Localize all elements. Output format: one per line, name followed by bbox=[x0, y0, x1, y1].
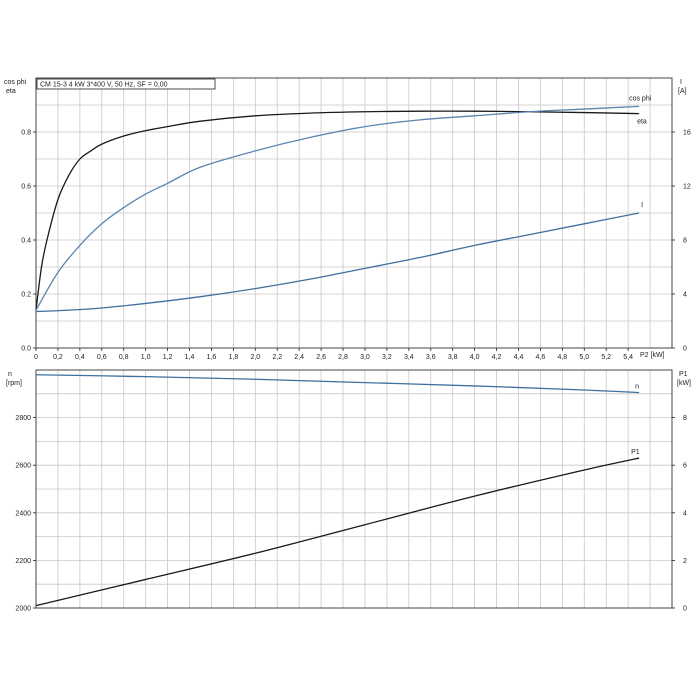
chart1-xlabel: P2 [kW] bbox=[640, 352, 665, 359]
series-label-eta: eta bbox=[637, 119, 647, 126]
x-tick-label: 4,2 bbox=[492, 354, 502, 361]
y-tick-label-right: 12 bbox=[683, 184, 691, 191]
x-tick-label: 1,4 bbox=[185, 354, 195, 361]
x-tick-label: 4,4 bbox=[514, 354, 524, 361]
x-tick-label: 2,8 bbox=[338, 354, 348, 361]
motor-info-box: CM 15-3 4 kW 3*400 V, 50 Hz, SF = 0,00 bbox=[36, 78, 216, 90]
chart2-grid bbox=[36, 370, 672, 608]
chart2-y-ticks-right: 0 2 4 6 8 bbox=[672, 415, 687, 613]
series-label-i: I bbox=[641, 202, 643, 209]
x-tick-label: 1,2 bbox=[163, 354, 173, 361]
y-tick-label-right: 16 bbox=[683, 130, 691, 137]
y-tick-label-left: 0.6 bbox=[21, 184, 31, 191]
x-tick-label: 0 bbox=[34, 354, 38, 361]
chart2-ylabel-right-line2: [kW] bbox=[677, 380, 691, 387]
y-tick-label-right: 4 bbox=[683, 510, 687, 517]
x-tick-label: 3,4 bbox=[404, 354, 414, 361]
chart2-ylabel-left-line2: [rpm] bbox=[6, 380, 22, 387]
chart2-frame bbox=[35, 369, 673, 609]
x-tick-label: 1,8 bbox=[229, 354, 239, 361]
series-line-eta bbox=[35, 110, 640, 311]
y-tick-label-left: 2400 bbox=[15, 510, 31, 517]
chart2-ylabel-right-line1: P1 bbox=[679, 371, 688, 378]
chart1-frame bbox=[35, 77, 673, 349]
series-line-n bbox=[35, 374, 640, 394]
series-line-cos-phi bbox=[35, 105, 640, 311]
x-tick-label: 2,2 bbox=[272, 354, 282, 361]
x-tick-label: 1,6 bbox=[207, 354, 217, 361]
series-line-i bbox=[35, 212, 640, 313]
y-tick-label-left: 0.4 bbox=[21, 238, 31, 245]
chart2-ylabel-left-line1: n bbox=[8, 371, 12, 378]
x-tick-label: 4,0 bbox=[470, 354, 480, 361]
chart2-series: n P1 bbox=[35, 374, 640, 607]
chart1-ylabel-left-line1: cos phi bbox=[4, 79, 27, 86]
speed-input-power-chart: 2000 2200 2400 2600 2800 0 2 4 6 8 n P1 n [rpm] P… bbox=[6, 369, 691, 613]
y-tick-label-right: 8 bbox=[683, 238, 687, 245]
y-tick-label-left: 0.8 bbox=[21, 130, 31, 137]
x-tick-label: 5,4 bbox=[623, 354, 633, 361]
x-tick-label: 2,4 bbox=[294, 354, 304, 361]
y-tick-label-left: 0.0 bbox=[21, 346, 31, 353]
y-tick-label-left: 2800 bbox=[15, 415, 31, 422]
y-tick-label-left: 2600 bbox=[15, 463, 31, 470]
series-label-p1: P1 bbox=[631, 449, 640, 456]
motor-info-text: CM 15-3 4 kW 3*400 V, 50 Hz, SF = 0,00 bbox=[40, 82, 168, 89]
x-tick-label: 0,2 bbox=[53, 354, 63, 361]
x-tick-label: 2,6 bbox=[316, 354, 326, 361]
chart1-grid bbox=[36, 78, 672, 348]
x-tick-label: 3,2 bbox=[382, 354, 392, 361]
x-tick-label: 0,8 bbox=[119, 354, 129, 361]
x-tick-label: 0,4 bbox=[75, 354, 85, 361]
x-tick-label: 3,8 bbox=[448, 354, 458, 361]
x-tick-label: 0,6 bbox=[97, 354, 107, 361]
y-tick-label-right: 0 bbox=[683, 346, 687, 353]
chart1-series: eta cos phi I bbox=[35, 95, 652, 313]
x-tick-label: 1,0 bbox=[141, 354, 151, 361]
y-tick-label-right: 6 bbox=[683, 463, 687, 470]
y-tick-label-left: 2200 bbox=[15, 558, 31, 565]
chart1-y-ticks-right: 0 4 8 12 16 bbox=[672, 130, 691, 353]
y-tick-label-right: 4 bbox=[683, 292, 687, 299]
chart1-x-ticks: 0 0,2 0,4 0,6 0,8 1,0 1,2 1,4 1,6 1,8 2,0 2,2 2,4 2,6… bbox=[34, 348, 633, 361]
y-tick-label-right: 2 bbox=[683, 558, 687, 565]
x-tick-label: 3,6 bbox=[426, 354, 436, 361]
x-tick-label: 2,0 bbox=[250, 354, 260, 361]
x-tick-label: 5,0 bbox=[579, 354, 589, 361]
chart1-ylabel-right-line1: I bbox=[680, 79, 682, 86]
chart2-y-ticks-left: 2000 2200 2400 2600 2800 bbox=[15, 415, 36, 613]
chart1-y-ticks-left: 0.0 0.2 0.4 0.6 0.8 bbox=[21, 130, 36, 353]
chart1-ylabel-right-line2: [A] bbox=[678, 88, 687, 95]
x-tick-label: 5,2 bbox=[601, 354, 611, 361]
series-label-cos-phi: cos phi bbox=[629, 95, 652, 102]
y-tick-label-right: 0 bbox=[683, 606, 687, 613]
power-factor-efficiency-current-chart: 0 0,2 0,4 0,6 0,8 1,0 1,2 1,4 1,6 1,8 2,0 2,2 2,4 2,6… bbox=[4, 77, 691, 361]
y-tick-label-right: 8 bbox=[683, 415, 687, 422]
y-tick-label-left: 2000 bbox=[15, 606, 31, 613]
series-line-p1 bbox=[35, 457, 640, 607]
x-tick-label: 4,8 bbox=[557, 354, 567, 361]
y-tick-label-left: 0.2 bbox=[21, 292, 31, 299]
series-label-n: n bbox=[635, 384, 639, 391]
chart1-ylabel-left-line2: eta bbox=[6, 88, 16, 95]
x-tick-label: 3,0 bbox=[360, 354, 370, 361]
x-tick-label: 4,6 bbox=[536, 354, 546, 361]
